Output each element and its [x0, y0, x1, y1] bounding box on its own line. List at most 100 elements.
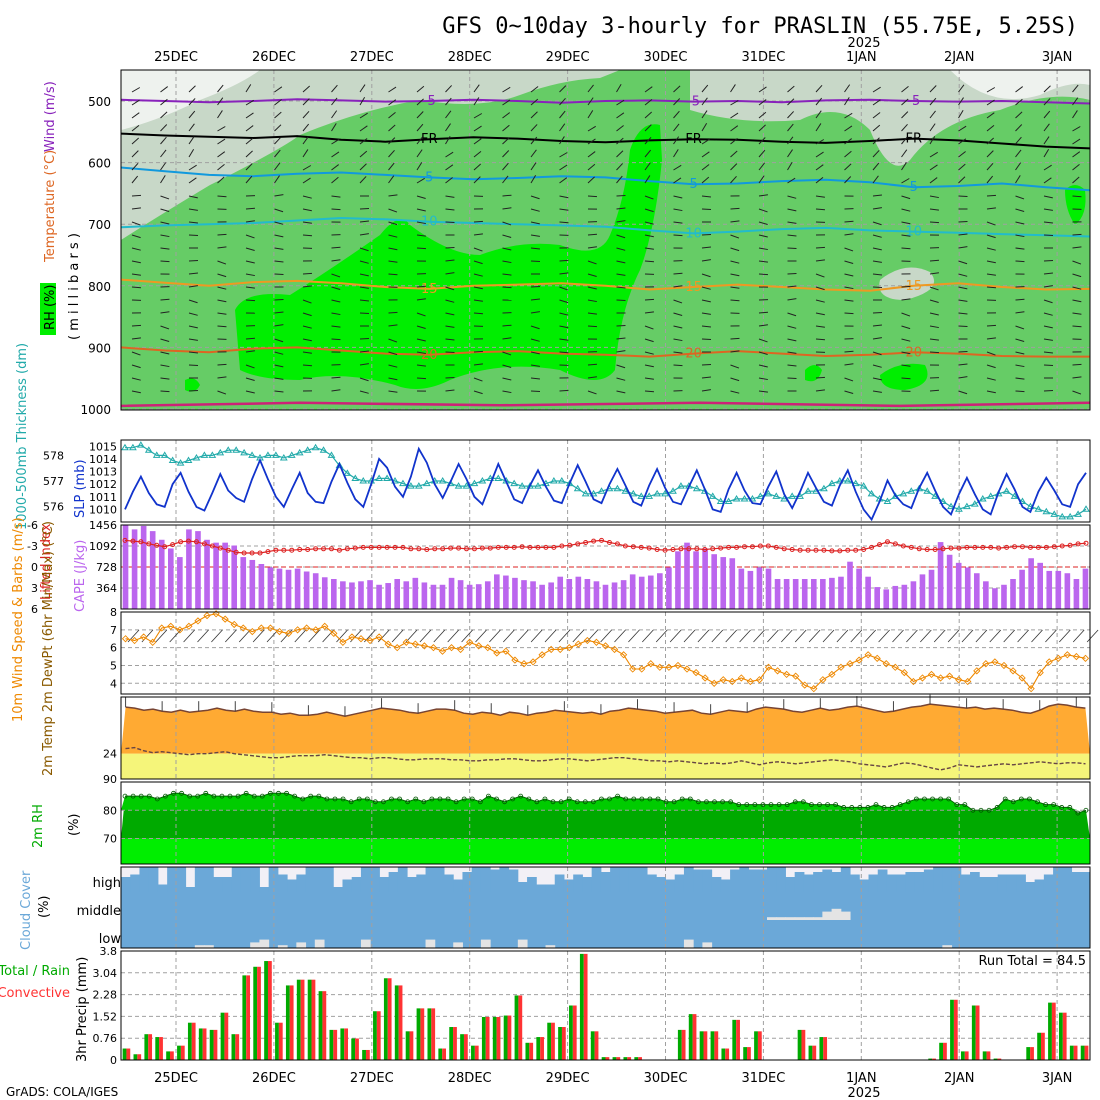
wind-barb [416, 338, 426, 342]
wind-speed-point [755, 676, 764, 684]
wind-barb [929, 97, 937, 106]
thickness-point [851, 479, 860, 487]
wind-barb [673, 325, 683, 329]
cloud-cover-bar [831, 872, 842, 892]
wind-barb-10m [697, 629, 710, 643]
rh-point [356, 796, 362, 802]
li-point [471, 546, 477, 552]
cape-li-frame [120, 524, 1091, 610]
cloud-cover-bar [499, 867, 510, 892]
wind-barb [958, 273, 968, 277]
wind-barb [673, 285, 683, 288]
li-point [591, 538, 597, 544]
wind-barb [758, 377, 768, 381]
wind-barb [160, 260, 170, 263]
rain-bar [982, 1051, 987, 1060]
wind-speed-point [511, 656, 519, 664]
cloud-cover-bar [859, 879, 870, 892]
li-point [328, 546, 334, 552]
slp-tick-label: 1013 [89, 466, 117, 479]
cloud-cover-bar [508, 869, 519, 892]
wind-speed-point [266, 624, 275, 632]
wind-barb [245, 137, 254, 145]
thickness-point [303, 446, 312, 453]
rain-bar [710, 1031, 715, 1060]
wind-barb [245, 207, 256, 210]
wind-barb [1072, 97, 1079, 106]
wind-speed-point [909, 677, 918, 686]
wind-barb [872, 99, 881, 106]
wind-barb [217, 376, 227, 379]
li-point [861, 547, 867, 552]
wind-barb [701, 97, 708, 106]
wind-speed-point [121, 635, 130, 643]
rain-bar [275, 1022, 279, 1060]
wind-barb [986, 99, 995, 106]
cape-bar [883, 589, 890, 609]
wind-barb [559, 123, 566, 132]
convective-bar [355, 1038, 359, 1060]
wind-speed-point [1018, 674, 1026, 682]
rh-point [203, 790, 209, 796]
rh-point [348, 799, 354, 805]
wind-barb [758, 260, 768, 263]
li-tick-label: 6 [31, 603, 38, 616]
cloud-cover-bar [296, 874, 307, 892]
wind-barb [958, 312, 968, 315]
wind-barb [502, 377, 512, 381]
wind-barb [217, 195, 227, 198]
li-point [924, 547, 930, 552]
wind-barb [644, 351, 654, 355]
wind-barb [872, 273, 883, 276]
wind-barb [701, 286, 711, 290]
wind-barb [844, 390, 854, 394]
wind-barb [160, 124, 168, 132]
cape-bar [222, 542, 228, 609]
wind-barb [160, 221, 170, 225]
rh-point [502, 799, 507, 805]
convective-bar [627, 1057, 632, 1060]
convective-bar [257, 966, 261, 1060]
li-point [408, 546, 414, 552]
wind-barb [872, 207, 882, 210]
wind-speed-point [1072, 652, 1081, 661]
wind-barb [331, 273, 341, 278]
wind-barb [302, 272, 313, 275]
rh-point [760, 802, 766, 808]
wind-barb [331, 123, 337, 132]
cape-bar [158, 539, 165, 609]
li-point [694, 546, 700, 552]
isotherm-line [120, 98, 1091, 105]
wind-barb [359, 273, 369, 277]
wind-barb [530, 338, 540, 342]
thickness-point [915, 484, 924, 492]
cloud-cover-bar [1034, 879, 1045, 892]
wind-barb [844, 377, 854, 382]
wind-barb [502, 137, 510, 145]
thickness-point [1058, 512, 1067, 520]
wind-barb [160, 162, 167, 171]
rh-moist-region [805, 365, 822, 382]
date-label-top: 28DEC [448, 50, 492, 65]
rh-point [332, 796, 338, 802]
wind-barb [758, 175, 765, 184]
wind-barb [815, 110, 822, 119]
rain-bar [187, 1022, 192, 1060]
cape-bar [430, 584, 437, 609]
convective-bar [180, 1045, 185, 1060]
wind-barb [644, 98, 653, 106]
rh-point [647, 796, 653, 802]
wind-barb [1072, 299, 1082, 303]
wind-barb [958, 376, 968, 379]
wind-barb [901, 195, 911, 200]
cloud-cover-bar [130, 874, 140, 892]
rh-point [897, 802, 903, 808]
date-label-bottom: 26DEC [252, 1071, 296, 1086]
cape-bar [684, 542, 690, 609]
wind-speed-point [629, 665, 637, 673]
rh-point [849, 805, 855, 810]
wind-barb [188, 325, 198, 329]
wind-barb-10m [544, 629, 557, 643]
rain-bar [1080, 1045, 1085, 1060]
wind-barb [245, 337, 256, 340]
